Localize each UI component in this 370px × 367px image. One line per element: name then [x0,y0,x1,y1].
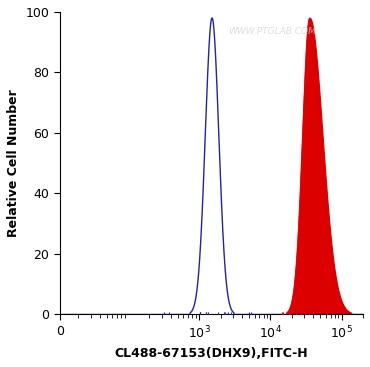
X-axis label: CL488-67153(DHX9),FITC-H: CL488-67153(DHX9),FITC-H [115,347,308,360]
Y-axis label: Relative Cell Number: Relative Cell Number [7,89,20,237]
Text: WWW.PTGLAB.COM: WWW.PTGLAB.COM [228,27,316,36]
